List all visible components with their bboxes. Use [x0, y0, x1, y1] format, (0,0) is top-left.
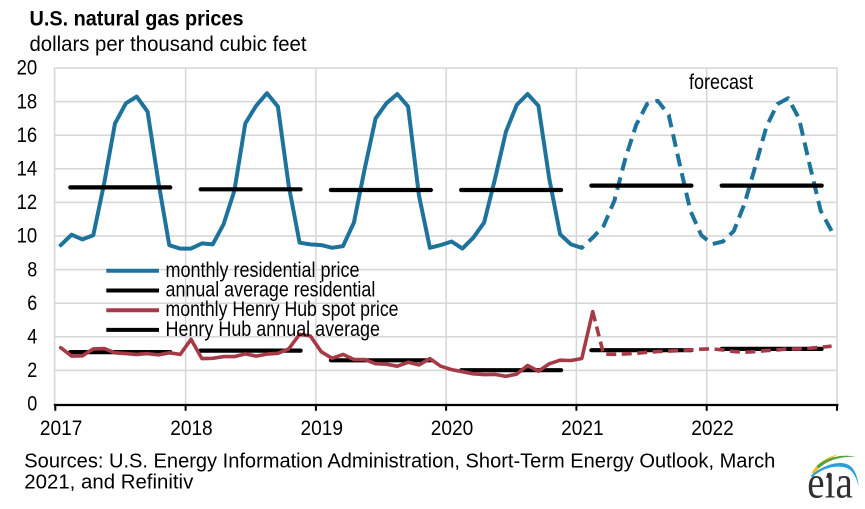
- svg-text:monthly residential price: monthly residential price: [166, 259, 360, 282]
- svg-text:20: 20: [17, 57, 38, 80]
- svg-text:2020: 2020: [431, 417, 474, 440]
- svg-text:2017: 2017: [40, 417, 83, 440]
- svg-text:2: 2: [27, 359, 37, 382]
- svg-text:10: 10: [17, 225, 38, 248]
- svg-text:2021: 2021: [561, 417, 604, 440]
- svg-text:eıa: eıa: [807, 457, 853, 504]
- svg-text:dollars per thousand cubic fee: dollars per thousand cubic feet: [30, 32, 307, 56]
- svg-text:Sources: U.S. Energy Informati: Sources: U.S. Energy Information Adminis…: [24, 449, 775, 472]
- svg-text:16: 16: [17, 124, 38, 147]
- svg-text:18: 18: [17, 90, 38, 113]
- svg-text:4: 4: [27, 326, 37, 349]
- svg-text:Henry Hub annual average: Henry Hub annual average: [166, 318, 381, 341]
- svg-text:2022: 2022: [691, 417, 734, 440]
- svg-text:monthly Henry Hub spot price: monthly Henry Hub spot price: [166, 298, 399, 321]
- svg-text:0: 0: [27, 393, 37, 416]
- svg-text:forecast: forecast: [689, 71, 753, 94]
- svg-text:12: 12: [17, 191, 38, 214]
- svg-text:2019: 2019: [301, 417, 344, 440]
- svg-text:8: 8: [27, 258, 37, 281]
- svg-text:U.S. natural gas prices: U.S. natural gas prices: [30, 7, 244, 31]
- svg-text:6: 6: [27, 292, 37, 315]
- svg-text:14: 14: [17, 158, 38, 181]
- svg-text:annual average residential: annual average residential: [166, 279, 376, 302]
- svg-text:2021, and Refinitiv: 2021, and Refinitiv: [24, 470, 194, 493]
- svg-text:2018: 2018: [170, 417, 213, 440]
